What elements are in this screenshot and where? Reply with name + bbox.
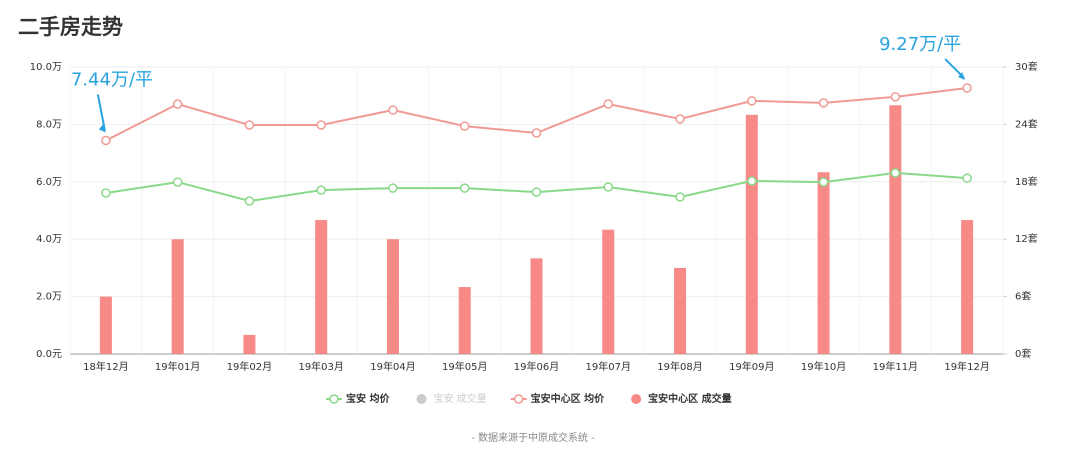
- bar: [817, 172, 830, 354]
- legend-marker: [329, 394, 339, 404]
- point: [675, 192, 685, 202]
- annotation-arrow: [96, 94, 106, 131]
- x-tick-label: 19年08月: [657, 360, 702, 373]
- point: [316, 185, 326, 195]
- point: [603, 99, 614, 109]
- bar: [674, 267, 687, 354]
- x-tick-label: 19年11月: [873, 360, 918, 373]
- x-tick-label: 19年09月: [729, 360, 774, 373]
- point: [316, 120, 326, 130]
- bar: [386, 239, 399, 354]
- bar: [99, 296, 112, 354]
- bar: [458, 287, 471, 354]
- annotation-arrowhead: [98, 124, 106, 133]
- y-tick-label: 10.0万: [30, 62, 62, 73]
- annotation: 9.27万/平: [879, 34, 961, 55]
- point: [101, 135, 111, 146]
- y2-tick-label: 6套: [1015, 290, 1031, 303]
- point: [172, 99, 183, 109]
- legend-marker: [513, 394, 524, 404]
- y2-tick-label: 24套: [1015, 117, 1038, 130]
- point: [747, 96, 757, 106]
- bar: [961, 220, 974, 354]
- point: [531, 187, 542, 197]
- y-tick-label: 8.0万: [36, 119, 62, 130]
- legend-item[interactable]: 宝安中心区 成交量: [631, 392, 732, 405]
- x-tick-label: 19年03月: [298, 360, 343, 373]
- point: [244, 196, 255, 206]
- y2-tick-label: 0套: [1015, 347, 1031, 360]
- legend-label: 宝安中心区 均价: [531, 392, 605, 405]
- point: [603, 182, 614, 192]
- legend-item[interactable]: 宝安中心区 均价: [510, 392, 605, 405]
- legend-marker: [416, 394, 427, 404]
- annotation: 7.44万/平: [71, 69, 153, 90]
- x-tick-label: 18年12月: [83, 360, 128, 373]
- bar: [243, 334, 256, 354]
- point: [747, 176, 757, 186]
- point: [962, 173, 972, 183]
- legend-marker: [631, 394, 642, 404]
- point: [890, 168, 901, 178]
- y-tick-label: 0.0元: [36, 349, 62, 360]
- footnote: - 数据来源于中原成交系统 -: [471, 431, 595, 444]
- x-tick-label: 19年02月: [227, 360, 272, 373]
- legend-label: 宝安 成交量: [433, 392, 486, 405]
- point: [675, 114, 685, 124]
- bar: [530, 258, 543, 354]
- point: [244, 120, 255, 130]
- point: [890, 92, 901, 102]
- chart-title: 二手房走势: [18, 15, 123, 39]
- y-tick-label: 4.0万: [36, 234, 62, 245]
- y-tick-label: 6.0万: [36, 177, 62, 188]
- legend-item[interactable]: 宝安 均价: [326, 392, 390, 405]
- y2-tick-label: 18套: [1015, 175, 1038, 188]
- point: [531, 128, 542, 138]
- bar: [745, 114, 758, 354]
- bar: [171, 239, 184, 354]
- annotation-arrowhead: [958, 71, 966, 80]
- x-tick-label: 19年10月: [801, 360, 846, 373]
- point: [388, 183, 398, 193]
- bar: [602, 229, 615, 354]
- y2-tick-label: 30套: [1015, 60, 1038, 73]
- x-tick-label: 19年01月: [155, 360, 200, 373]
- point: [101, 188, 111, 198]
- point: [388, 105, 398, 115]
- point: [962, 83, 972, 93]
- x-tick-label: 19年12月: [944, 360, 989, 373]
- legend-label: 宝安 均价: [346, 392, 390, 405]
- bar: [315, 220, 328, 354]
- y-tick-label: 2.0万: [36, 292, 62, 303]
- point: [459, 121, 470, 131]
- point: [818, 177, 829, 187]
- y2-tick-label: 12套: [1015, 232, 1038, 245]
- x-tick-label: 19年05月: [442, 360, 487, 373]
- legend-label: 宝安中心区 成交量: [648, 392, 731, 405]
- point: [459, 183, 470, 193]
- point: [818, 98, 829, 108]
- x-tick-label: 19年04月: [370, 360, 415, 373]
- x-tick-label: 19年07月: [586, 360, 631, 373]
- point: [172, 177, 183, 187]
- x-tick-label: 19年06月: [514, 360, 559, 373]
- bar: [889, 105, 902, 355]
- legend-item[interactable]: 宝安 成交量: [416, 392, 487, 405]
